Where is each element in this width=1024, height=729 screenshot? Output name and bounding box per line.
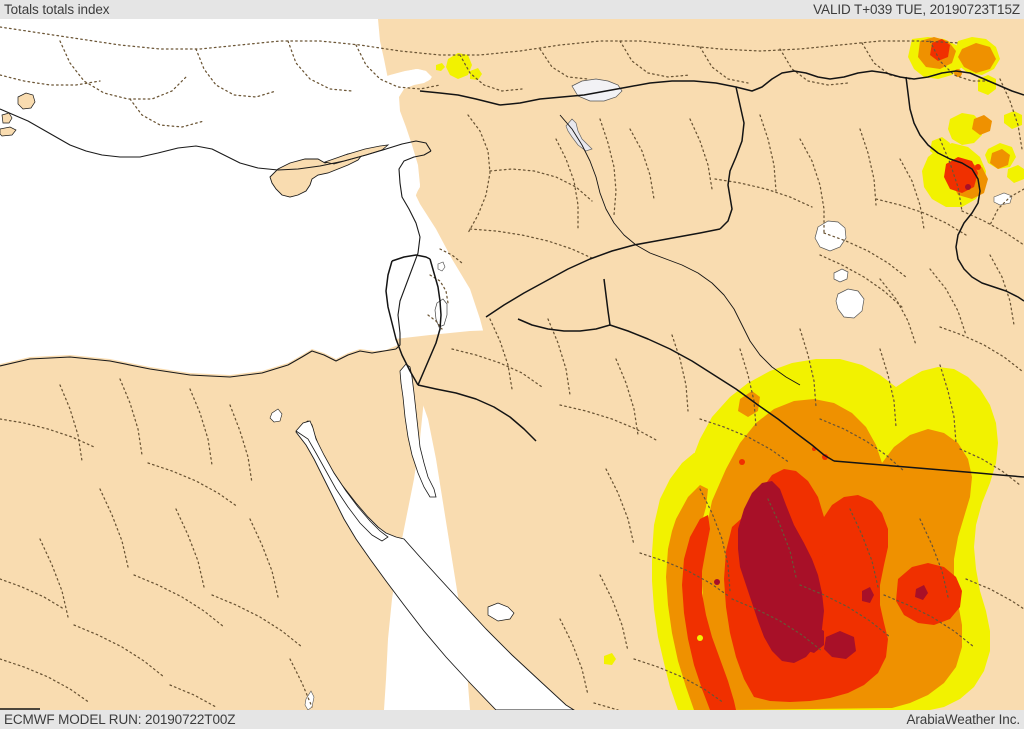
mediterranean-bay (0, 40, 431, 375)
lake-habbaniyah (833, 268, 849, 283)
island-karpathos (1, 112, 13, 124)
sea-of-galilee (437, 261, 446, 272)
lake-razzaza (835, 288, 865, 319)
island-crete-east (0, 126, 17, 137)
arabian-red-sea-coast-bay (487, 602, 515, 622)
valid-time-label: VALID T+039 TUE, 20190723T15Z (813, 2, 1020, 17)
landmass-north-africa (0, 345, 424, 710)
gulf-of-aqaba (399, 363, 437, 498)
gulf-of-suez (295, 420, 389, 542)
map-viewport[interactable] (0, 19, 1024, 710)
header-bar: Totals totals index VALID T+039 TUE, 201… (0, 0, 1024, 19)
contour-layer-dark-red (738, 481, 928, 663)
page-title: Totals totals index (4, 2, 110, 17)
weather-map-canvas[interactable] (0, 19, 1024, 710)
provider-label: ArabiaWeather Inc. (906, 712, 1020, 727)
lake-tharthar (814, 220, 847, 252)
island-cyprus (269, 152, 363, 198)
turkey-south-coast (0, 19, 1024, 229)
island-rhodes (17, 92, 36, 110)
model-run-label: ECMWF MODEL RUN: 20190722T00Z (4, 712, 236, 727)
contour-small-cells (697, 69, 981, 641)
footer-bar: ECMWF MODEL RUN: 20190722T00Z ArabiaWeat… (0, 710, 1024, 729)
international-borders (0, 70, 1024, 710)
lake-assad (565, 118, 593, 152)
suez-canal-lake (269, 408, 283, 423)
coastlines (0, 108, 432, 378)
gulf-lake-small (993, 192, 1013, 206)
